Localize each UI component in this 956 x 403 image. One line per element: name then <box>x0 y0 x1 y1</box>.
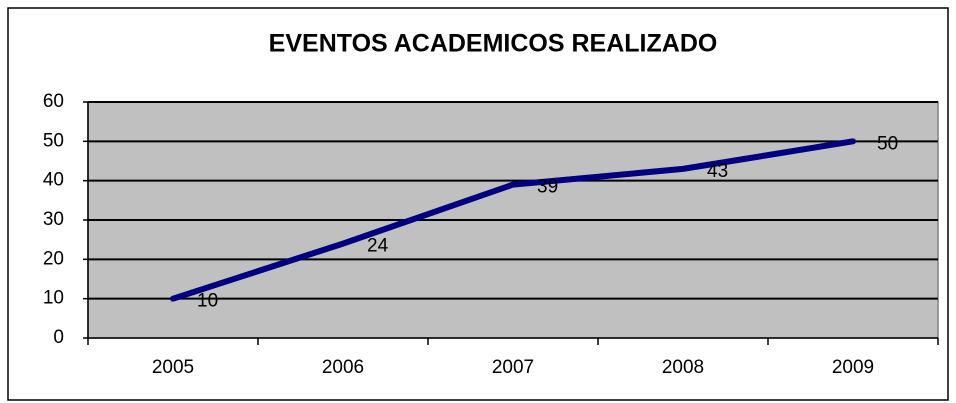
x-tick-label: 2007 <box>492 357 534 378</box>
y-tick-label: 30 <box>43 209 64 230</box>
y-tick-label: 60 <box>43 91 64 112</box>
x-tick-label: 2005 <box>152 357 194 378</box>
data-label: 50 <box>877 133 898 154</box>
y-tick-label: 0 <box>53 327 64 348</box>
data-label: 10 <box>197 291 218 312</box>
data-label: 39 <box>537 177 558 198</box>
y-tick-label: 10 <box>43 288 64 309</box>
data-label: 24 <box>367 236 389 257</box>
y-tick-label: 50 <box>43 130 64 151</box>
line-series <box>170 138 856 302</box>
y-tick-label: 20 <box>43 248 64 269</box>
x-tick-label: 2008 <box>662 357 704 378</box>
data-label: 43 <box>707 161 728 182</box>
y-tick-label: 40 <box>43 170 64 191</box>
chart-title: EVENTOS ACADEMICOS REALIZADO <box>269 30 718 58</box>
x-tick-label: 2006 <box>322 357 364 378</box>
x-tick-label: 2009 <box>832 357 874 378</box>
